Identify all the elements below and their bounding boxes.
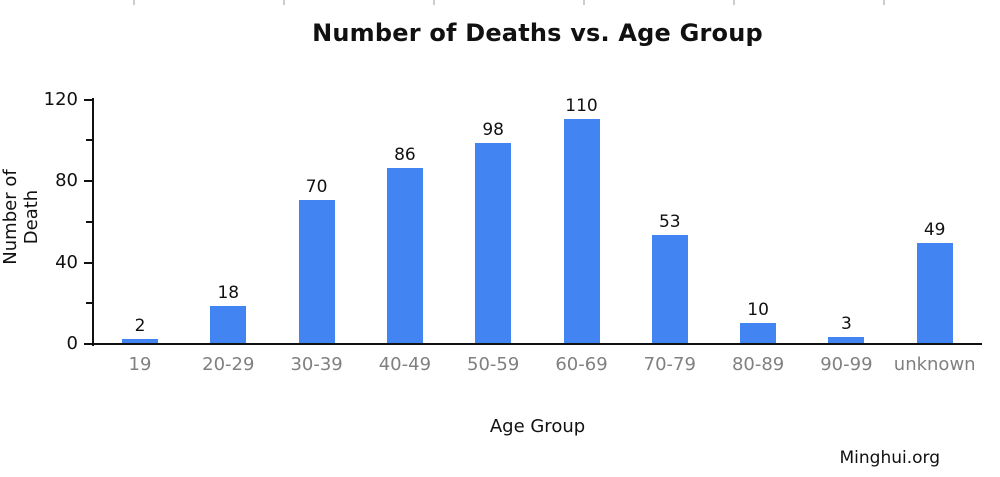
bar [210, 306, 247, 343]
x-axis-title: Age Group [489, 416, 586, 437]
x-tick-label: 90-99 [820, 354, 873, 375]
x-tick-label: 40-49 [378, 354, 432, 375]
y-axis-tick [86, 139, 92, 142]
bar-value-label: 10 [747, 300, 769, 320]
x-tick-label: 20-29 [202, 354, 255, 375]
y-tick-label: 80 [55, 170, 78, 191]
source-attribution: Minghui.org [839, 448, 940, 468]
bar [475, 143, 512, 343]
bar [386, 168, 423, 343]
y-axis-line [92, 97, 94, 346]
bar [916, 243, 953, 343]
y-tick-label: 120 [43, 88, 78, 110]
bar [828, 337, 865, 343]
bar [563, 119, 600, 343]
bar [740, 323, 777, 343]
y-tick-label: 0 [66, 333, 78, 354]
bar-value-label: 2 [134, 316, 146, 336]
y-axis-tick [86, 220, 92, 223]
x-tick-label: 19 [128, 354, 152, 375]
bar [298, 200, 335, 343]
y-axis-tick [84, 343, 92, 345]
x-tick-label: 70-79 [643, 354, 696, 375]
top-ruler-tick [283, 0, 285, 5]
chart-title: Number of Deaths vs. Age Group [312, 19, 763, 47]
bar [122, 339, 158, 343]
bar-value-label: 53 [658, 212, 681, 232]
bar-value-label: 49 [923, 220, 946, 240]
y-tick-label: 40 [55, 251, 78, 273]
top-ruler-tick [883, 0, 885, 5]
bar [651, 235, 688, 343]
x-axis-line [92, 343, 982, 345]
x-tick-label: unknown [893, 354, 976, 375]
x-tick-label: 60-69 [555, 354, 608, 375]
bar-value-label: 110 [565, 96, 598, 116]
bar-value-label: 98 [482, 120, 504, 140]
x-tick-label: 50-59 [467, 354, 520, 375]
y-axis-tick [84, 98, 92, 101]
x-tick-label: 80-89 [731, 354, 785, 375]
y-axis-tick [86, 302, 92, 305]
top-ruler-tick [733, 0, 735, 5]
bar-value-label: 3 [840, 314, 852, 334]
bar-value-label: 86 [394, 145, 416, 165]
bar-value-label: 70 [305, 177, 328, 197]
bar-value-label: 18 [217, 283, 240, 303]
x-tick-label: 30-39 [290, 354, 343, 375]
top-ruler-tick [583, 0, 585, 5]
y-axis-tick [84, 180, 92, 182]
top-ruler-tick [133, 0, 135, 5]
top-ruler-tick [433, 0, 435, 5]
y-axis-tick [84, 261, 92, 264]
